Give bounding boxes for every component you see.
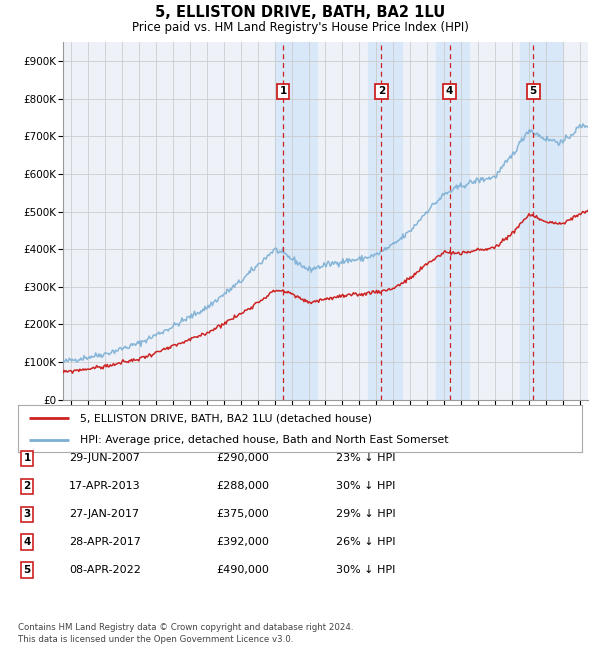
Text: 28-APR-2017: 28-APR-2017 <box>69 537 141 547</box>
Text: £288,000: £288,000 <box>216 481 269 491</box>
Bar <box>368 42 402 400</box>
Text: 30% ↓ HPI: 30% ↓ HPI <box>336 565 395 575</box>
Text: HPI: Average price, detached house, Bath and North East Somerset: HPI: Average price, detached house, Bath… <box>80 435 449 445</box>
Text: 08-APR-2022: 08-APR-2022 <box>69 565 141 575</box>
Text: £290,000: £290,000 <box>216 453 269 463</box>
Text: 17-APR-2013: 17-APR-2013 <box>69 481 140 491</box>
Bar <box>275 42 317 400</box>
Text: 1: 1 <box>23 453 31 463</box>
Text: 30% ↓ HPI: 30% ↓ HPI <box>336 481 395 491</box>
Text: 5, ELLISTON DRIVE, BATH, BA2 1LU (detached house): 5, ELLISTON DRIVE, BATH, BA2 1LU (detach… <box>80 413 372 423</box>
Text: £490,000: £490,000 <box>216 565 269 575</box>
Text: 5: 5 <box>530 86 537 96</box>
Text: 23% ↓ HPI: 23% ↓ HPI <box>336 453 395 463</box>
Text: 26% ↓ HPI: 26% ↓ HPI <box>336 537 395 547</box>
Text: 5, ELLISTON DRIVE, BATH, BA2 1LU: 5, ELLISTON DRIVE, BATH, BA2 1LU <box>155 5 445 20</box>
Bar <box>436 42 469 400</box>
Text: 4: 4 <box>446 86 454 96</box>
Text: 3: 3 <box>23 509 31 519</box>
Text: 5: 5 <box>23 565 31 575</box>
Text: This data is licensed under the Open Government Licence v3.0.: This data is licensed under the Open Gov… <box>18 634 293 644</box>
Bar <box>520 42 563 400</box>
Text: 4: 4 <box>23 537 31 547</box>
Text: 29% ↓ HPI: 29% ↓ HPI <box>336 509 395 519</box>
Text: 1: 1 <box>280 86 287 96</box>
Text: £392,000: £392,000 <box>216 537 269 547</box>
Text: 29-JUN-2007: 29-JUN-2007 <box>69 453 140 463</box>
Text: Contains HM Land Registry data © Crown copyright and database right 2024.: Contains HM Land Registry data © Crown c… <box>18 623 353 632</box>
Text: 2: 2 <box>378 86 385 96</box>
Text: £375,000: £375,000 <box>216 509 269 519</box>
Text: 27-JAN-2017: 27-JAN-2017 <box>69 509 139 519</box>
Text: 2: 2 <box>23 481 31 491</box>
Text: Price paid vs. HM Land Registry's House Price Index (HPI): Price paid vs. HM Land Registry's House … <box>131 21 469 34</box>
